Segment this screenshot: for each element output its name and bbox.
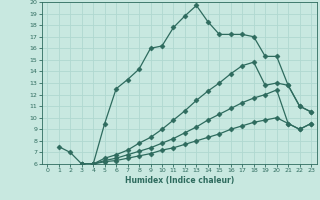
X-axis label: Humidex (Indice chaleur): Humidex (Indice chaleur)	[124, 176, 234, 185]
